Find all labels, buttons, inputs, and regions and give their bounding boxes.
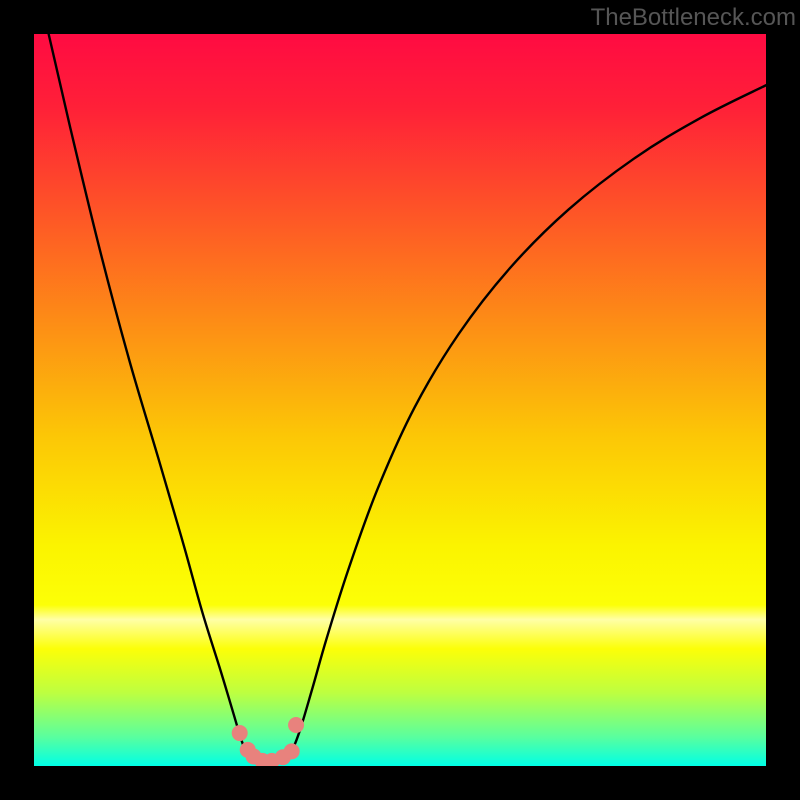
valley-marker [288,717,304,733]
plot-area [34,34,766,766]
watermark-text: TheBottleneck.com [560,4,796,32]
chart-svg [34,34,766,766]
valley-marker [232,725,248,741]
valley-marker [284,743,300,759]
